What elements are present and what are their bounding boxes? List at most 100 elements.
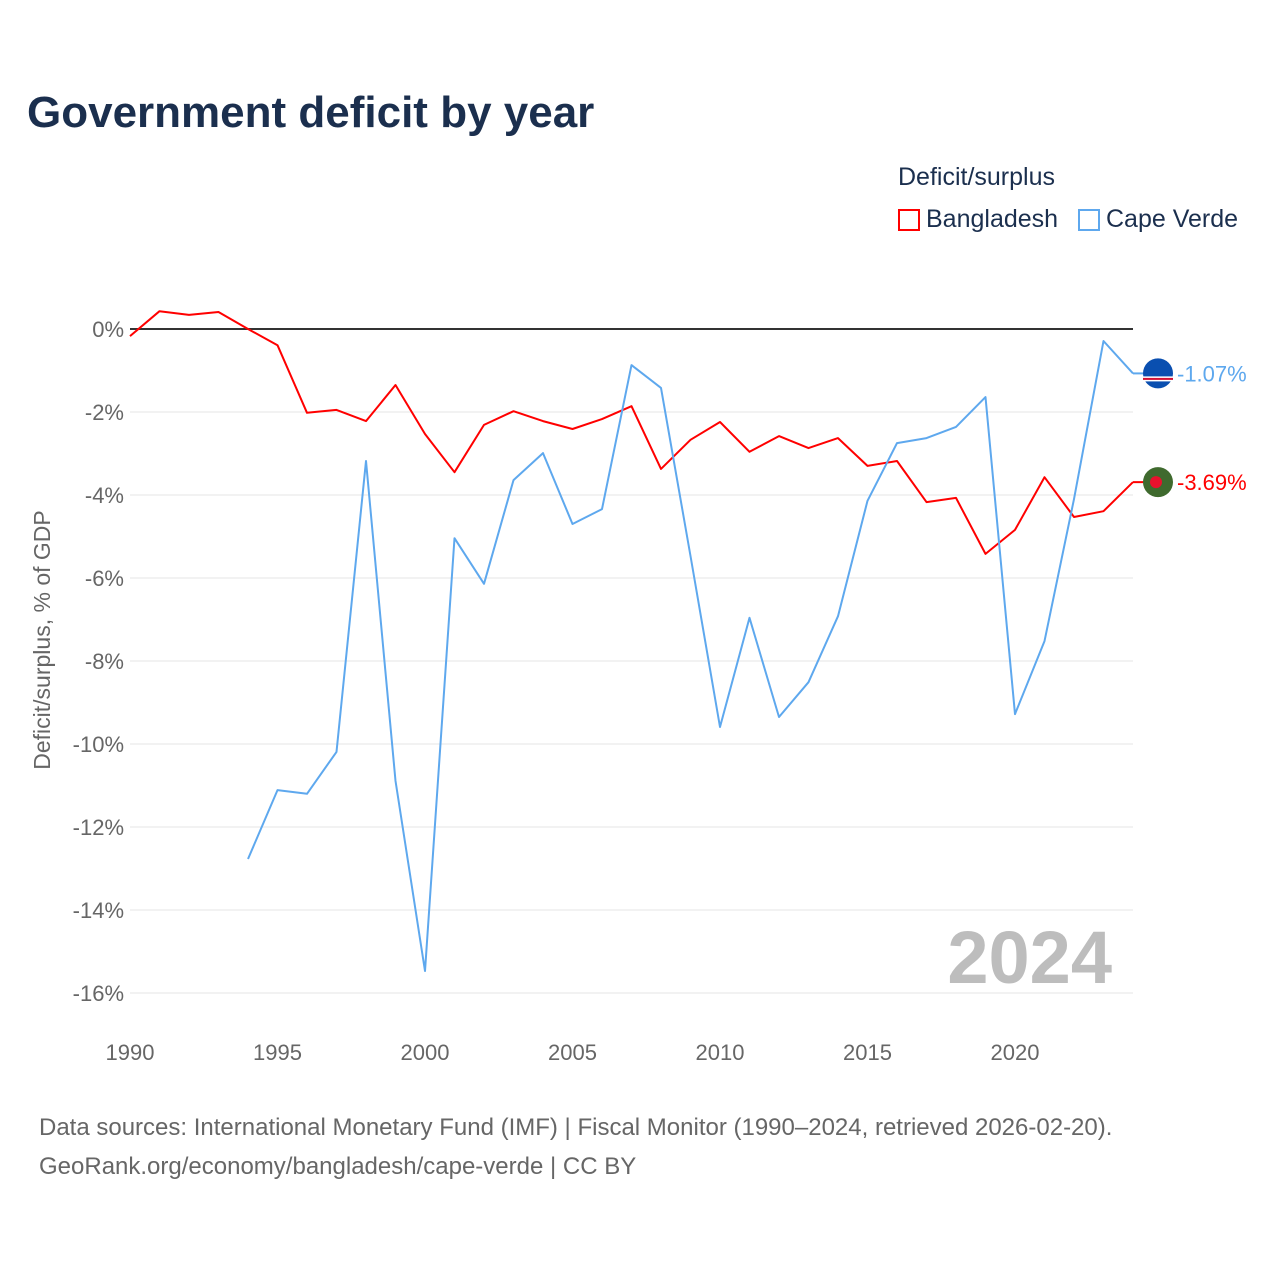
bangladesh-flag-disc: [1150, 476, 1162, 489]
chart-title: Government deficit by year: [27, 88, 595, 137]
legend-label: Bangladesh: [926, 205, 1059, 233]
legend-label: Cape Verde: [1106, 205, 1239, 233]
data-point: [865, 498, 871, 504]
y-tick-label: -12%: [73, 815, 124, 840]
data-point: [422, 431, 428, 437]
data-point: [776, 714, 782, 720]
series-line-bangladesh: [129, 310, 1134, 555]
data-point: [599, 416, 605, 422]
data-point: [481, 581, 487, 587]
cape-verde-flag-stripe-red: [1143, 377, 1173, 380]
data-point: [894, 458, 900, 464]
data-point: [983, 394, 989, 400]
end-value-label: -1.07%: [1177, 361, 1247, 386]
data-point: [806, 679, 812, 685]
data-point: [688, 553, 694, 559]
data-point: [511, 477, 517, 483]
data-point: [747, 615, 753, 621]
data-point: [865, 463, 871, 469]
x-tick-label: 2010: [696, 1040, 745, 1065]
data-point: [570, 521, 576, 527]
x-tick-label: 1995: [253, 1040, 302, 1065]
data-point: [835, 613, 841, 619]
y-tick-label: -6%: [85, 566, 124, 591]
legend-item-bangladesh[interactable]: Bangladesh: [898, 205, 1058, 234]
data-point: [540, 450, 546, 456]
data-point: [216, 309, 222, 315]
data-point: [157, 308, 163, 314]
y-tick-label: 0%: [92, 317, 124, 342]
y-tick-label: -10%: [73, 732, 124, 757]
y-tick-label: -2%: [85, 400, 124, 425]
data-point: [334, 407, 340, 413]
data-point: [304, 410, 310, 416]
y-axis-label: Deficit/surplus, % of GDP: [29, 510, 55, 769]
data-point: [747, 449, 753, 455]
data-point: [304, 791, 310, 797]
data-point: [511, 408, 517, 414]
legend-item-cape-verde[interactable]: Cape Verde: [1078, 205, 1238, 234]
data-point: [1101, 338, 1107, 344]
data-point: [688, 437, 694, 443]
series-line-cape-verde: [247, 340, 1134, 972]
data-point: [393, 778, 399, 784]
data-point: [806, 445, 812, 451]
data-point: [629, 362, 635, 368]
data-point: [1042, 638, 1048, 644]
data-point: [599, 506, 605, 512]
year-watermark: 2024: [947, 916, 1112, 999]
data-point: [1071, 514, 1077, 520]
data-point: [658, 466, 664, 472]
data-point: [245, 856, 251, 862]
data-point: [275, 342, 281, 348]
y-tick-label: -16%: [73, 981, 124, 1006]
data-point: [452, 535, 458, 541]
data-point: [422, 968, 428, 974]
y-tick-label: -8%: [85, 649, 124, 674]
data-point: [127, 333, 133, 339]
data-point: [894, 440, 900, 446]
footer: Data sources: International Monetary Fun…: [39, 1108, 1112, 1186]
data-point: [245, 326, 251, 332]
data-point: [1042, 474, 1048, 480]
x-tick-label: 2015: [843, 1040, 892, 1065]
data-point: [1012, 527, 1018, 533]
data-point: [983, 551, 989, 557]
legend-swatch: [898, 208, 920, 231]
data-point: [924, 499, 930, 505]
data-point: [452, 469, 458, 475]
data-point: [481, 422, 487, 428]
data-point: [924, 435, 930, 441]
data-point: [393, 382, 399, 388]
data-point: [363, 458, 369, 464]
data-point: [570, 426, 576, 432]
data-point: [334, 749, 340, 755]
x-tick-label: 2005: [548, 1040, 597, 1065]
data-point: [953, 495, 959, 501]
data-point: [1071, 496, 1077, 502]
data-point: [1101, 508, 1107, 514]
end-value-label: -3.69%: [1177, 470, 1247, 495]
data-point: [540, 418, 546, 424]
attribution: GeoRank.org/economy/bangladesh/cape-verd…: [39, 1153, 637, 1180]
legend-title: Deficit/surplus: [898, 163, 1055, 191]
data-point: [186, 312, 192, 318]
data-point: [717, 419, 723, 425]
legend-swatch: [1078, 208, 1100, 231]
x-tick-label: 2000: [401, 1040, 450, 1065]
data-point: [835, 435, 841, 441]
x-tick-label: 2020: [991, 1040, 1040, 1065]
data-point: [275, 787, 281, 793]
data-point: [1012, 711, 1018, 717]
data-point: [776, 433, 782, 439]
data-point: [629, 403, 635, 409]
y-tick-label: -14%: [73, 898, 124, 923]
data-point: [717, 724, 723, 730]
y-tick-label: -4%: [85, 483, 124, 508]
cape-verde-flag-icon: [1143, 358, 1173, 389]
chart-plot: 0% -2% -4% -6% -8% -10% -12% -14% -16% 1990 1995 20…: [29, 308, 1247, 1065]
x-tick-label: 1990: [106, 1040, 155, 1065]
source-note: Data sources: International Monetary Fun…: [39, 1114, 1113, 1141]
data-point: [953, 424, 959, 430]
data-point: [658, 385, 664, 391]
